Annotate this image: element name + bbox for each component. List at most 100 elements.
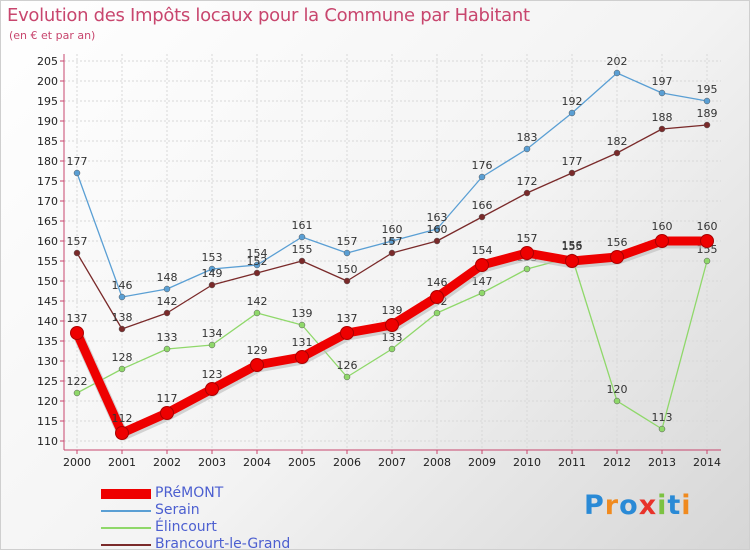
- data-point-serain: [73, 169, 81, 177]
- data-point-elincourt: [388, 345, 396, 353]
- data-point-premont: [70, 326, 84, 340]
- data-label-brancourt-le-grand: 138: [112, 311, 133, 324]
- data-point-brancourt-le-grand: [658, 125, 666, 133]
- data-point-premont: [205, 382, 219, 396]
- x-tick-label: 2014: [693, 456, 721, 469]
- data-label-premont: 139: [382, 304, 403, 317]
- data-label-elincourt: 147: [472, 275, 493, 288]
- data-label-brancourt-le-grand: 150: [337, 263, 358, 276]
- logo-letter: x: [638, 490, 658, 521]
- data-point-premont: [295, 350, 309, 364]
- data-label-premont: 117: [157, 392, 178, 405]
- data-label-elincourt: 133: [157, 331, 178, 344]
- data-point-serain: [478, 173, 486, 181]
- x-tick-label: 2006: [333, 456, 361, 469]
- data-label-brancourt-le-grand: 142: [157, 295, 178, 308]
- legend-item-brancourt: Brancourt-le-Grand: [101, 536, 290, 553]
- data-label-serain: 160: [382, 223, 403, 236]
- data-label-premont: 131: [292, 336, 313, 349]
- data-label-premont: 112: [112, 412, 133, 425]
- data-point-premont: [700, 234, 714, 248]
- data-label-elincourt: 122: [67, 375, 88, 388]
- data-label-brancourt-le-grand: 160: [427, 223, 448, 236]
- data-label-elincourt: 128: [112, 351, 133, 364]
- data-point-brancourt-le-grand: [388, 249, 396, 257]
- legend-label-elincourt: Élincourt: [155, 519, 217, 535]
- y-tick-label: 205: [37, 55, 58, 68]
- data-label-serain: 197: [652, 75, 673, 88]
- data-label-brancourt-le-grand: 172: [517, 175, 538, 188]
- y-tick-label: 115: [37, 415, 58, 428]
- data-label-premont: 129: [247, 344, 268, 357]
- data-point-premont: [520, 246, 534, 260]
- data-point-brancourt-le-grand: [703, 121, 711, 129]
- legend-swatch-elincourt: [101, 526, 151, 529]
- data-label-serain: 154: [247, 247, 268, 260]
- data-label-elincourt: 120: [607, 383, 628, 396]
- data-point-elincourt: [208, 341, 216, 349]
- data-point-elincourt: [73, 389, 81, 397]
- data-label-brancourt-le-grand: 149: [202, 267, 223, 280]
- data-label-premont: 156: [607, 236, 628, 249]
- data-label-serain: 163: [427, 211, 448, 224]
- legend: PRéMONT Serain Élincourt Brancourt-le-Gr…: [101, 485, 290, 553]
- data-point-brancourt-le-grand: [478, 213, 486, 221]
- x-tick-label: 2003: [198, 456, 226, 469]
- x-tick-label: 2000: [63, 456, 91, 469]
- data-label-elincourt: 156: [562, 239, 583, 252]
- y-tick-label: 195: [37, 95, 58, 108]
- data-label-premont: 137: [337, 312, 358, 325]
- data-point-elincourt: [163, 345, 171, 353]
- data-label-premont: 137: [67, 312, 88, 325]
- data-label-serain: 157: [337, 235, 358, 248]
- data-label-premont: 160: [697, 220, 718, 233]
- data-label-premont: 146: [427, 276, 448, 289]
- data-point-elincourt: [253, 309, 261, 317]
- data-point-premont: [655, 234, 669, 248]
- data-point-elincourt: [343, 373, 351, 381]
- logo-letter: i: [657, 490, 668, 521]
- data-label-serain: 146: [112, 279, 133, 292]
- x-tick-label: 2009: [468, 456, 496, 469]
- data-label-elincourt: 134: [202, 327, 223, 340]
- data-point-elincourt: [478, 289, 486, 297]
- legend-item-premont: PRéMONT: [101, 485, 290, 502]
- data-point-elincourt: [433, 309, 441, 317]
- data-point-serain: [658, 89, 666, 97]
- data-point-brancourt-le-grand: [208, 281, 216, 289]
- data-point-brancourt-le-grand: [73, 249, 81, 257]
- data-point-elincourt: [613, 397, 621, 405]
- data-point-elincourt: [658, 425, 666, 433]
- data-point-premont: [475, 258, 489, 272]
- x-tick-label: 2011: [558, 456, 586, 469]
- y-tick-label: 170: [37, 195, 58, 208]
- data-point-brancourt-le-grand: [118, 325, 126, 333]
- data-label-brancourt-le-grand: 155: [292, 243, 313, 256]
- data-point-elincourt: [703, 257, 711, 265]
- data-label-elincourt: 139: [292, 307, 313, 320]
- data-label-brancourt-le-grand: 166: [472, 199, 493, 212]
- data-point-serain: [703, 97, 711, 105]
- data-point-brancourt-le-grand: [613, 149, 621, 157]
- data-point-brancourt-le-grand: [163, 309, 171, 317]
- data-label-elincourt: 133: [382, 331, 403, 344]
- data-point-brancourt-le-grand: [568, 169, 576, 177]
- data-label-elincourt: 126: [337, 359, 358, 372]
- data-point-premont: [115, 426, 129, 440]
- x-tick-label: 2013: [648, 456, 676, 469]
- data-point-serain: [613, 69, 621, 77]
- data-label-elincourt: 142: [247, 295, 268, 308]
- data-point-premont: [610, 250, 624, 264]
- data-label-premont: 154: [472, 244, 493, 257]
- y-tick-label: 200: [37, 75, 58, 88]
- data-point-serain: [163, 285, 171, 293]
- data-label-premont: 155: [562, 240, 583, 253]
- y-tick-label: 120: [37, 395, 58, 408]
- legend-swatch-serain: [101, 509, 151, 512]
- data-point-elincourt: [118, 365, 126, 373]
- y-tick-label: 145: [37, 295, 58, 308]
- x-tick-label: 2004: [243, 456, 271, 469]
- legend-label-brancourt: Brancourt-le-Grand: [155, 536, 291, 552]
- logo-letter: o: [619, 490, 639, 521]
